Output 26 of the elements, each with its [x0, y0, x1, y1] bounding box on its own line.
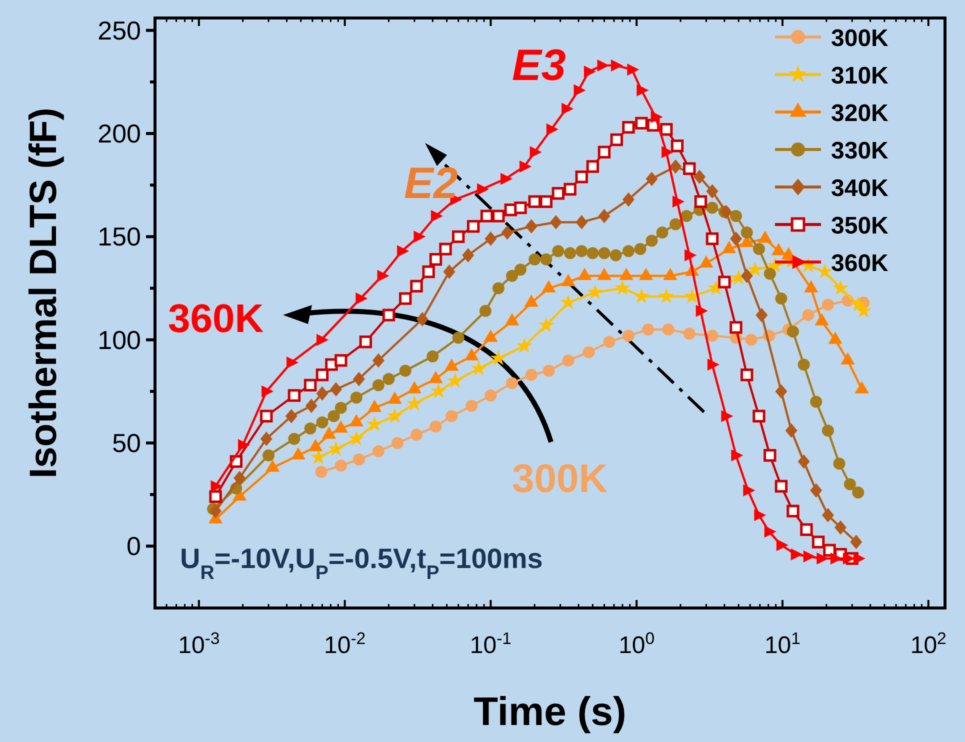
- y-tick-label: 50: [112, 428, 141, 458]
- legend-label: 360K: [831, 250, 890, 277]
- annotation: E2: [404, 159, 458, 208]
- x-tick-label: 10$^{0}$: [618, 628, 655, 659]
- y-tick-label: 150: [98, 222, 141, 252]
- annotation: 360K: [168, 297, 264, 341]
- legend-label: 320K: [831, 100, 890, 127]
- y-tick-label: 200: [98, 118, 141, 149]
- legend-label: 300K: [831, 25, 890, 52]
- annotation: U$_{R}$=-10V,U$_{P}$=-0.5V,t$_{P}$=100ms: [180, 543, 543, 584]
- x-tick-label: 10$^{-2}$: [324, 628, 366, 659]
- annotation: 300K: [512, 457, 608, 501]
- legend-label: 350K: [831, 212, 890, 240]
- annotation: E3: [512, 41, 566, 90]
- x-axis-title: Time (s): [474, 690, 626, 734]
- y-tick-label: 250: [98, 15, 141, 46]
- y-tick-label: 0: [126, 531, 141, 562]
- x-tick-label: 10$^{-3}$: [178, 628, 220, 659]
- legend-label: 340K: [831, 175, 890, 202]
- x-tick-label: 10$^{-1}$: [470, 628, 512, 659]
- legend-label: 330K: [831, 138, 890, 164]
- x-tick-label: 10$^{2}$: [910, 628, 946, 659]
- x-tick-label: 10$^{1}$: [764, 628, 801, 659]
- legend-label: 310K: [831, 62, 890, 90]
- y-tick-label: 100: [98, 324, 141, 355]
- y-axis-title: Isothermal DLTS (fF): [23, 108, 65, 478]
